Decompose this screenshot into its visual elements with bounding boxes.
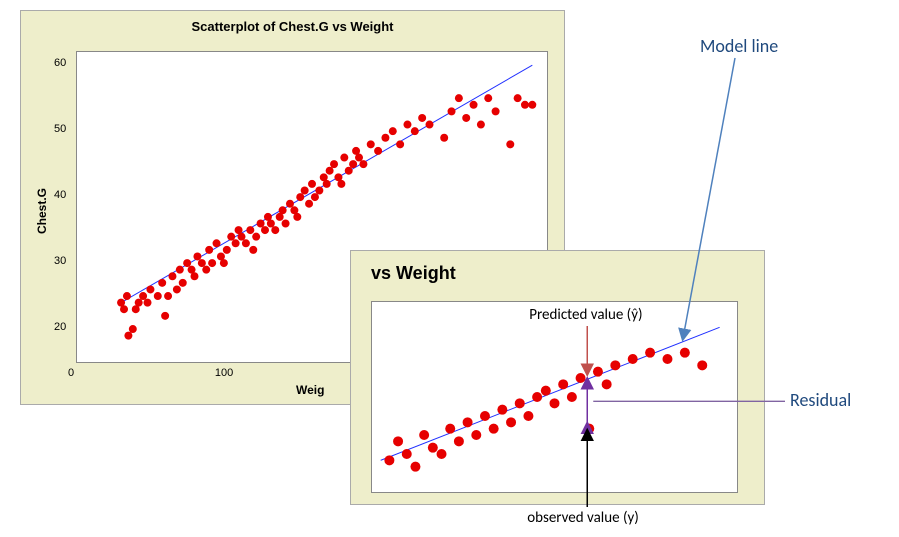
residual-label: Residual (790, 389, 851, 411)
main-ytick-label: 50 (54, 123, 66, 135)
main-ytick-label: 30 (54, 255, 66, 267)
model-line-label: Model line (700, 35, 778, 57)
inset-chart-svg (372, 302, 737, 492)
main-chart-title: Scatterplot of Chest.G vs Weight (21, 19, 564, 34)
main-xtick-label: 100 (215, 367, 233, 379)
main-chart-xlabel: Weig (296, 383, 324, 397)
inset-chart-panel: vs Weight (350, 250, 765, 505)
main-ytick-label: 20 (54, 321, 66, 333)
observed-value-label: observed value (y) (527, 509, 639, 527)
inset-chart-plot-area (371, 301, 738, 493)
predicted-value-label: Predicted value (ŷ) (529, 306, 642, 324)
main-ytick-label: 60 (54, 57, 66, 69)
main-chart-ylabel: Chest.G (35, 188, 49, 234)
main-xtick-label: 0 (68, 367, 74, 379)
inset-chart-title-fragment: vs Weight (371, 263, 456, 284)
main-ytick-label: 40 (54, 189, 66, 201)
